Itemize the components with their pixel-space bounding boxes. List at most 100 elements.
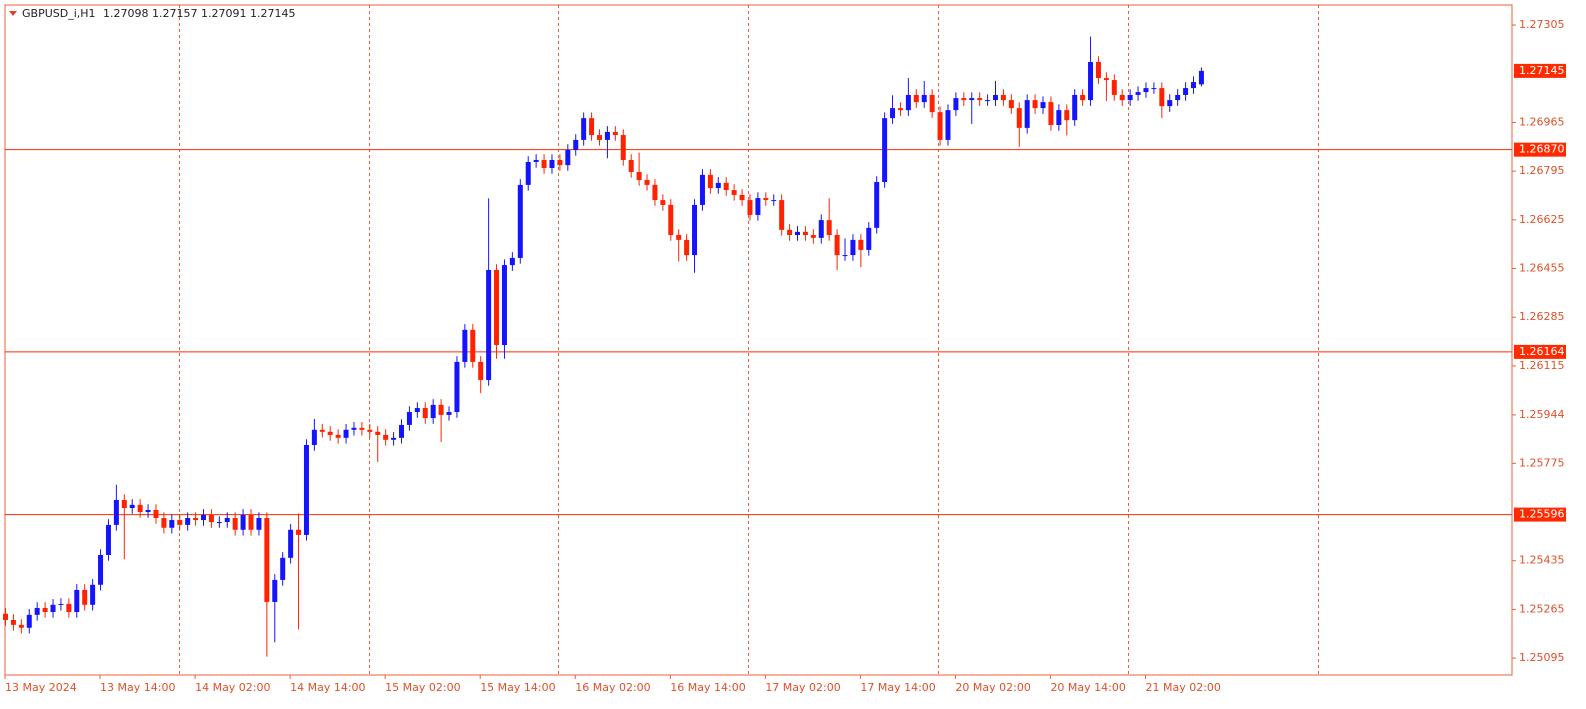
- candle-body: [1040, 102, 1046, 109]
- candle-body: [177, 520, 183, 525]
- candle-body: [414, 408, 420, 413]
- candle-body: [858, 239, 864, 250]
- price-label-box: [1514, 63, 1566, 78]
- candle-body: [810, 235, 816, 238]
- candle-body: [573, 139, 579, 150]
- candle-body: [193, 518, 199, 521]
- candle-body: [486, 269, 492, 380]
- candle-body: [391, 437, 397, 440]
- candle-body: [399, 424, 404, 438]
- candle-body: [335, 434, 341, 438]
- candle-body: [890, 108, 896, 119]
- x-tick-label: 20 May 02:00: [955, 681, 1030, 694]
- x-tick-label: 15 May 02:00: [385, 681, 460, 694]
- candle-body: [771, 200, 777, 202]
- candle-body: [272, 579, 278, 602]
- candle-body: [882, 118, 888, 183]
- header-open: 1.27098: [103, 7, 149, 20]
- candle-body: [715, 182, 721, 189]
- candle-body: [153, 510, 159, 519]
- candle-body: [565, 149, 571, 166]
- level-label: 1.26870: [1519, 143, 1565, 156]
- candle-body: [10, 620, 16, 625]
- candle-body: [969, 98, 975, 101]
- plot-frame: [4, 4, 1513, 676]
- candle-body: [1000, 94, 1006, 101]
- candle-body: [430, 404, 436, 419]
- y-tick-label: 1.26965: [1519, 115, 1565, 128]
- candle-body: [18, 624, 24, 628]
- candle-body: [652, 184, 658, 201]
- level-label: 1.26164: [1519, 345, 1565, 358]
- price-label: 1.27145: [1519, 64, 1565, 77]
- candle-body: [303, 444, 309, 535]
- candle-body: [945, 110, 951, 140]
- candle-body: [1080, 94, 1086, 101]
- y-tick-label: 1.26115: [1519, 359, 1565, 372]
- candle-body: [684, 239, 690, 256]
- candle-body: [201, 514, 206, 521]
- candle-body: [161, 518, 167, 528]
- candle-body: [208, 514, 214, 523]
- candle-body: [581, 118, 587, 140]
- x-tick-label: 21 May 02:00: [1145, 681, 1220, 694]
- candle-body: [34, 607, 40, 615]
- y-tick-label: 1.27305: [1519, 18, 1565, 31]
- candle-body: [256, 518, 262, 530]
- candle-body: [1095, 62, 1101, 79]
- candle-body: [834, 235, 840, 256]
- y-tick-label: 1.26625: [1519, 213, 1565, 226]
- candle-body: [731, 190, 737, 195]
- candle-body: [296, 529, 302, 535]
- candle-body: [446, 412, 452, 415]
- candle-body: [1119, 94, 1125, 101]
- candle-body: [82, 589, 88, 605]
- candle-body: [58, 603, 64, 605]
- candle-body: [240, 514, 246, 530]
- candle-body: [699, 174, 705, 205]
- candle-body: [375, 431, 381, 435]
- candle-body: [937, 112, 943, 140]
- candle-body: [66, 603, 72, 612]
- candle-body: [509, 257, 515, 266]
- candle-body: [636, 171, 642, 181]
- candle-body: [105, 524, 111, 555]
- x-tick-label: 14 May 14:00: [290, 681, 365, 694]
- menu-triangle[interactable]: [9, 11, 17, 16]
- x-tick-label: 16 May 14:00: [670, 681, 745, 694]
- candle-body: [525, 161, 531, 185]
- candle-body: [406, 412, 412, 425]
- candle-body: [747, 200, 753, 215]
- candle-body: [121, 499, 127, 509]
- candle-body: [264, 518, 270, 602]
- candle-body: [953, 98, 959, 111]
- candle-body: [494, 269, 500, 346]
- x-tick-label: 15 May 14:00: [480, 681, 555, 694]
- x-tick-label: 14 May 02:00: [195, 681, 270, 694]
- candle-body: [1008, 100, 1014, 109]
- candle-body: [612, 131, 618, 136]
- candle-body: [977, 98, 983, 101]
- candle-body: [232, 518, 238, 530]
- candle-body: [1135, 92, 1141, 95]
- candle-body: [1056, 110, 1062, 126]
- y-tick-label: 1.26285: [1519, 310, 1565, 323]
- y-tick-label: 1.25095: [1519, 651, 1565, 664]
- candle-body: [739, 194, 745, 201]
- x-tick-label: 20 May 14:00: [1050, 681, 1125, 694]
- candle-body: [628, 159, 634, 172]
- candle-body: [692, 204, 698, 256]
- candle-body: [248, 514, 254, 530]
- candle-body: [501, 265, 507, 346]
- candle-body: [383, 434, 389, 440]
- candle-body: [1032, 100, 1038, 109]
- candle-body: [589, 118, 595, 136]
- candle-body: [1198, 70, 1204, 85]
- y-tick-label: 1.25435: [1519, 554, 1565, 567]
- candle-body: [850, 239, 856, 256]
- level-label: 1.25596: [1519, 508, 1565, 521]
- candle-body: [26, 614, 32, 628]
- candle-body: [113, 499, 119, 525]
- candle-body: [1064, 110, 1070, 121]
